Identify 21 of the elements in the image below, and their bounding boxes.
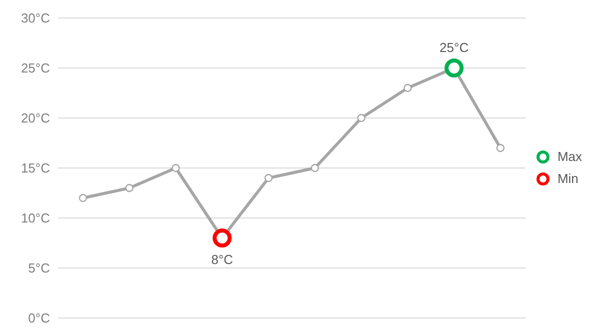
y-tick-label: 20°C	[20, 110, 50, 126]
point	[496, 144, 505, 152]
y-tick-label: 25°C	[20, 60, 50, 76]
y-tick-label: 30°C	[20, 10, 50, 26]
point	[357, 114, 366, 122]
point	[404, 84, 412, 92]
point	[444, 58, 464, 78]
point	[264, 174, 273, 182]
y-tick-label: 0°C	[28, 310, 50, 326]
point	[310, 164, 320, 172]
legend-label: Max	[557, 149, 582, 164]
y-tick-label: 5°C	[28, 260, 50, 276]
point	[212, 228, 232, 248]
data-label: 8°C	[211, 252, 234, 267]
point	[78, 194, 88, 202]
y-tick-label: 10°C	[20, 210, 50, 226]
legend-label: Min	[557, 171, 578, 186]
point	[172, 164, 180, 172]
data-label: 25°C	[440, 40, 469, 55]
point	[125, 184, 134, 192]
y-tick-label: 15°C	[20, 160, 50, 176]
